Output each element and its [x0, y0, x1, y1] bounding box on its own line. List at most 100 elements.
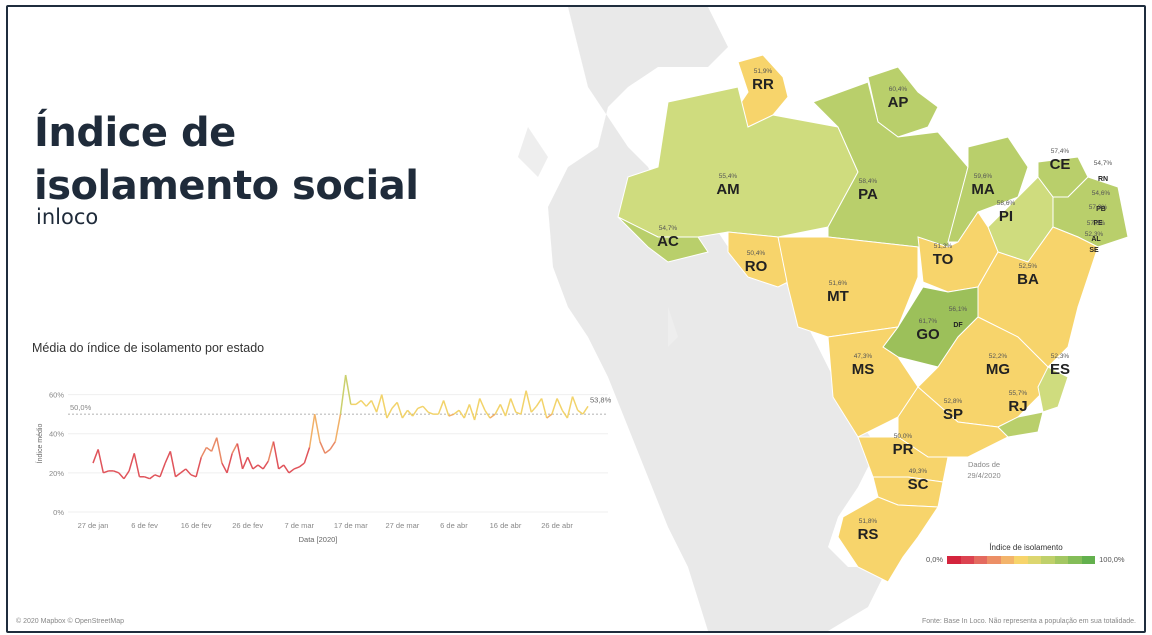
line-segment: [298, 462, 305, 468]
line-segment: [123, 470, 130, 480]
line-segment: [442, 400, 450, 417]
state-value-rr: 51,9%: [754, 68, 773, 75]
state-label-am: AM: [716, 181, 739, 198]
state-label-ba: BA: [1017, 271, 1039, 288]
line-segment: [154, 474, 161, 478]
line-segment: [113, 470, 120, 474]
line-segment: [329, 441, 336, 450]
line-segment: [355, 399, 362, 405]
region-rj: [997, 411, 1044, 438]
line-segment: [484, 409, 491, 419]
state-label-pa: PA: [858, 186, 878, 203]
line-segment: [118, 472, 125, 480]
state-label-ma: MA: [971, 181, 994, 198]
background-continent: [518, 7, 888, 631]
legend-swatch: [960, 555, 975, 564]
line-segment: [546, 413, 553, 419]
state-value-ap: 60,4%: [889, 86, 908, 93]
x-tick-label: 27 de jan: [78, 521, 109, 530]
legend: Índice de isolamento 0,0% 100,0%: [926, 543, 1126, 564]
state-label-es: ES: [1050, 361, 1070, 378]
legend-max: 100,0%: [1099, 555, 1125, 564]
legend-swatch: [1081, 555, 1096, 564]
state-label-al: AL: [1091, 236, 1101, 243]
line-segment: [252, 464, 259, 470]
state-value-ms: 47,3%: [854, 353, 873, 360]
legend-swatch: [1041, 555, 1055, 564]
line-segment: [479, 398, 486, 411]
legend-swatch: [987, 555, 1001, 564]
line-segment: [577, 409, 584, 415]
line-segment: [417, 405, 424, 409]
state-label-pi: PI: [999, 208, 1013, 225]
source-note: Fonte: Base In Loco. Não representa a po…: [921, 618, 1136, 625]
legend-min: 0,0%: [926, 555, 944, 564]
state-value-sp: 52,8%: [944, 398, 963, 405]
line-segment: [185, 468, 192, 476]
state-label-pr: PR: [893, 441, 914, 458]
line-segment: [313, 414, 321, 442]
state-value-df: 56,1%: [949, 306, 968, 313]
line-segment: [200, 447, 208, 458]
line-segment: [422, 405, 429, 413]
state-value-ro: 50,4%: [747, 250, 766, 257]
state-value-ma: 59,6%: [974, 173, 993, 180]
line-segment: [463, 404, 471, 419]
line-segment: [226, 453, 233, 474]
line-segment: [437, 400, 445, 415]
state-label-ce: CE: [1050, 156, 1071, 173]
line-segment: [210, 437, 218, 452]
line-segment: [324, 448, 331, 454]
state-value-go: 61,7%: [919, 318, 938, 325]
end-value-label: 53,8%: [590, 395, 612, 404]
map-copyright: © 2020 Mapbox © OpenStreetMap: [16, 618, 124, 625]
line-segment: [494, 404, 502, 415]
state-value-mt: 51,6%: [829, 280, 848, 287]
line-segment: [561, 409, 569, 419]
line-segment: [381, 394, 388, 419]
state-label-rj: RJ: [1008, 398, 1027, 415]
line-segment: [293, 466, 300, 470]
state-value-mg: 52,2%: [989, 353, 1008, 360]
x-tick-label: 26 de fev: [232, 521, 263, 530]
state-label-mg: MG: [986, 361, 1010, 378]
state-label-pe: PE: [1093, 220, 1103, 227]
line-segment: [448, 413, 455, 417]
legend-swatch: [974, 555, 988, 564]
state-label-mt: MT: [827, 288, 849, 305]
chart-title: Média do índice de isolamento por estado: [32, 341, 265, 355]
line-segment: [530, 405, 538, 413]
line-segment: [515, 411, 522, 415]
state-value-pr: 50,0%: [894, 433, 913, 440]
region-rs: [837, 496, 939, 583]
state-value-al: 57,6%: [1087, 220, 1106, 227]
line-segment: [458, 409, 465, 419]
line-segment: [571, 396, 579, 411]
state-value-ce: 57,4%: [1051, 148, 1070, 155]
state-label-go: GO: [916, 326, 940, 343]
line-segment: [360, 399, 367, 407]
state-label-df: DF: [953, 322, 963, 329]
state-label-rr: RR: [752, 76, 774, 93]
state-label-pb: PB: [1096, 206, 1106, 213]
line-segment: [308, 414, 316, 448]
region-to: [917, 211, 999, 293]
line-segment: [427, 411, 434, 415]
line-segment: [149, 474, 156, 480]
page-title: Índice de isolamento social: [34, 110, 419, 209]
legend-swatch: [1068, 555, 1082, 564]
legend-row: 0,0% 100,0%: [926, 555, 1126, 564]
state-label-se: SE: [1089, 247, 1099, 254]
line-segment: [159, 462, 166, 478]
line-segment: [365, 399, 373, 407]
state-label-ac: AC: [657, 233, 679, 250]
line-segment: [103, 470, 109, 474]
region-ac: [617, 216, 709, 263]
line-segment: [288, 468, 295, 474]
state-label-sc: SC: [908, 476, 929, 493]
line-segment: [556, 398, 563, 411]
line-segment: [272, 441, 280, 470]
y-tick-label: 20%: [49, 469, 64, 478]
legend-title: Índice de isolamento: [989, 543, 1063, 552]
state-value-pe: 57,9%: [1089, 204, 1108, 211]
